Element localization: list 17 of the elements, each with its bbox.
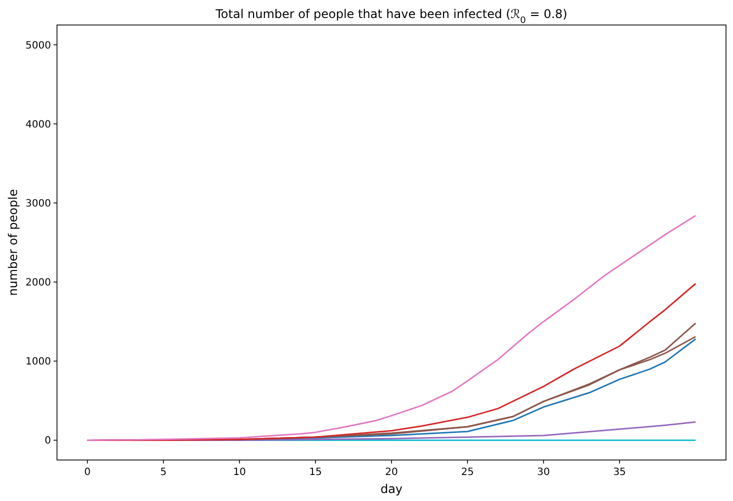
x-tick-label: 10 <box>233 467 246 478</box>
y-axis-title: number of people <box>6 189 20 296</box>
x-tick-label: 15 <box>309 467 322 478</box>
y-tick-label: 5000 <box>26 40 51 52</box>
y-tick-label: 0 <box>44 436 51 447</box>
x-tick-label: 35 <box>613 467 626 478</box>
chart-title: Total number of people that have been infected (ℛ$_{0}$ = 0.8) <box>214 7 568 26</box>
x-tick-label: 0 <box>84 467 91 478</box>
x-axis-title: day <box>380 482 403 496</box>
x-tick-label: 5 <box>160 467 167 478</box>
x-tick-label: 30 <box>537 467 550 478</box>
x-tick-label: 20 <box>385 467 398 478</box>
y-tick-label: 2000 <box>26 278 51 289</box>
y-tick-label: 4000 <box>26 119 51 130</box>
y-tick-label: 3000 <box>26 198 51 210</box>
x-tick-label: 25 <box>461 467 474 478</box>
y-tick-label: 1000 <box>26 356 51 368</box>
